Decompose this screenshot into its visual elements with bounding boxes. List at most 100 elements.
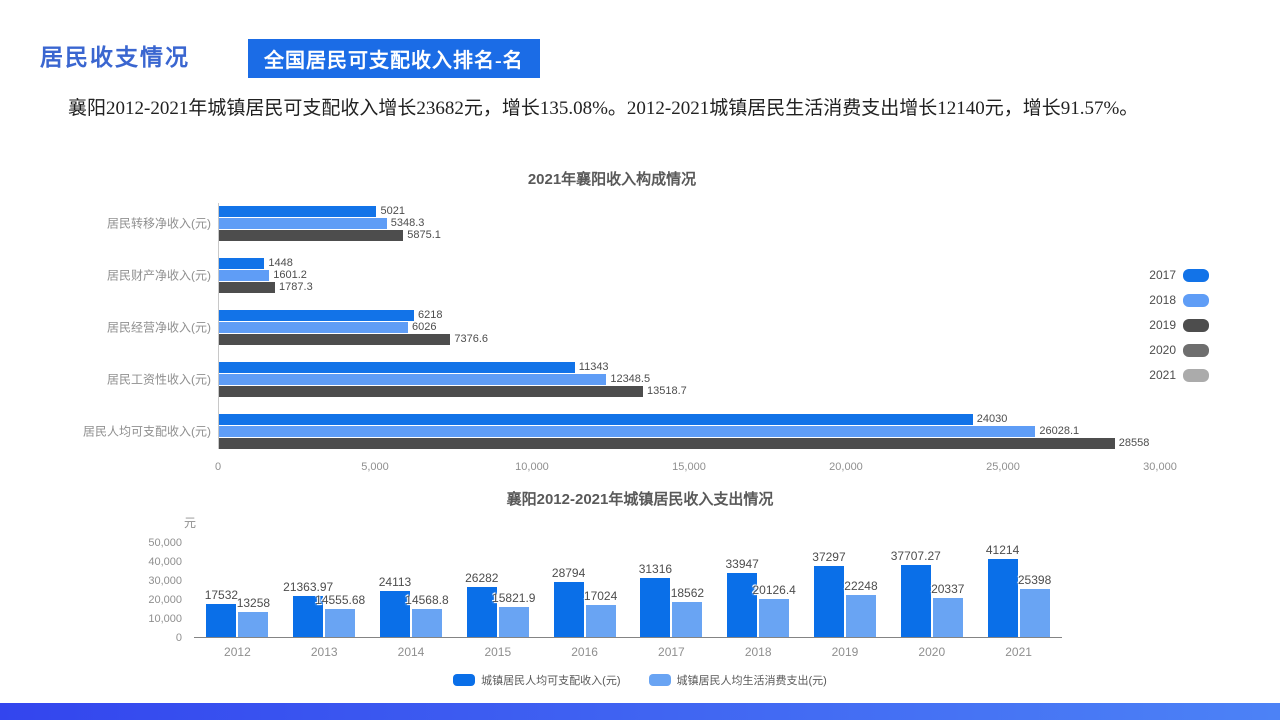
bar-2019 <box>219 385 644 397</box>
bar-2018 <box>219 425 1036 437</box>
y-tick-label: 0 <box>175 632 182 644</box>
bar-series: 22248 <box>844 579 878 637</box>
x-tick-label: 10,000 <box>515 461 549 473</box>
bar-value-label: 5875.1 <box>407 228 441 241</box>
page-title: 居民收支情况 <box>40 45 190 70</box>
category-label: 居民转移净收入(元) <box>107 216 211 231</box>
legend-swatch <box>1183 293 1209 307</box>
legend-label: 2017 <box>1149 268 1176 282</box>
x-tick-label: 15,000 <box>672 461 706 473</box>
bar-series: 13258 <box>237 596 270 637</box>
chart1-plot: 居民转移净收入(元) 5021 5348.3 5875.1 居民财产净收入(元) 1448… <box>83 203 1177 475</box>
bar-series: 18562 <box>671 586 704 637</box>
legend-item: 2021 <box>1144 368 1244 382</box>
bar-group: 31316 18562 <box>628 543 715 637</box>
legend-label: 城镇居民人均可支配收入(元) <box>481 675 621 687</box>
legend-swatch <box>648 674 671 686</box>
bar-series: 21363.97 <box>283 580 333 637</box>
chart1-legend: 2017 2018 2019 2020 2021 <box>1144 268 1244 393</box>
bar-value-label: 37707.27 <box>890 549 941 564</box>
y-tick-label: 40,000 <box>148 556 182 568</box>
bar-group: 居民人均可支配收入(元) 24030 26028.1 28558 <box>83 412 1160 449</box>
x-tick-label: 2014 <box>397 645 425 659</box>
bar-group: 17532 13258 <box>194 543 281 637</box>
chart1-title: 2021年襄阳收入构成情况 <box>527 171 697 188</box>
bar-row: 13518.7 <box>219 385 1160 397</box>
category-label: 居民人均可支配收入(元) <box>83 424 211 439</box>
chart2-title: 襄阳2012-2021年城镇居民收入支出情况 <box>506 491 774 508</box>
legend-item: 2017 <box>1144 268 1244 282</box>
x-tick-label: 2013 <box>310 645 338 659</box>
x-tick-label: 2018 <box>744 645 772 659</box>
bar-value-label: 13518.7 <box>647 384 687 397</box>
bar-value-label: 21363.97 <box>283 580 334 595</box>
bar-value-label: 5021 <box>380 204 405 217</box>
bar-value-label: 24030 <box>976 412 1008 425</box>
bar-row: 6026 <box>219 321 1160 333</box>
bar-value-label: 26028.1 <box>1039 424 1080 437</box>
x-tick-label: 2015 <box>484 645 512 659</box>
bar-value-label: 6026 <box>412 320 437 333</box>
bar-series: 24113 <box>379 575 411 637</box>
bar-value-label: 22248 <box>844 578 878 593</box>
bar-value-label: 31316 <box>638 561 673 576</box>
legend-label: 2019 <box>1149 318 1176 332</box>
bar-row: 28558 <box>219 437 1160 449</box>
bar-series: 20126.4 <box>752 583 796 637</box>
bar-group: 居民转移净收入(元) 5021 5348.3 5875.1 <box>107 204 1160 241</box>
bar-series: 33947 <box>725 557 759 637</box>
x-tick-label: 2012 <box>224 645 251 659</box>
bar-row: 26028.1 <box>219 425 1160 437</box>
bar-value-label: 18562 <box>670 585 705 600</box>
bar-value-label: 6218 <box>418 308 443 321</box>
chart1-x-axis: 0 5,000 10,000 15,000 20,000 25,000 30,000 <box>215 461 1177 475</box>
y-tick-label: 10,000 <box>148 613 182 625</box>
bar-series: 14555.68 <box>315 593 365 637</box>
x-tick-label: 2017 <box>658 645 685 659</box>
bar-group: 居民财产净收入(元) 1448 1601.2 1787.3 <box>107 257 1160 293</box>
chart2-unit-label: 元 <box>184 516 197 530</box>
bar-value-label: 33947 <box>725 556 759 571</box>
summary-paragraph: 襄阳2012-2021年城镇居民可支配收入增长23682元，增长135.08%。… <box>68 98 1139 119</box>
bar-value-label: 25398 <box>1017 572 1052 587</box>
chart1-bar-groups: 居民转移净收入(元) 5021 5348.3 5875.1 居民财产净收入(元) 1448… <box>83 203 1160 449</box>
bar-series: 17532 <box>205 588 238 637</box>
bar-group: 37297 22248 <box>802 543 889 637</box>
bar-row: 11343 <box>219 361 1160 373</box>
bar-2019 <box>219 281 276 293</box>
bar-series: 28794 <box>552 566 585 637</box>
bar-value-label: 14555.68 <box>315 593 366 608</box>
x-tick-label: 2016 <box>571 645 598 659</box>
bar-value-label: 1787.3 <box>279 280 313 293</box>
bar-value-label: 17024 <box>583 588 618 603</box>
bar-value-label: 1601.2 <box>273 268 307 281</box>
bar-2017 <box>219 309 415 321</box>
bar-row: 6218 <box>219 309 1160 321</box>
bar-2018 <box>219 217 387 229</box>
bar-group: 33947 20126.4 <box>715 543 802 637</box>
category-label: 居民经营净收入(元) <box>107 320 211 335</box>
bar-group: 41214 25398 <box>975 543 1062 637</box>
bar-value-label: 11343 <box>578 360 609 373</box>
bar-value-label: 20337 <box>931 582 965 597</box>
bar-series: 41214 <box>986 543 1019 637</box>
bar-series: 26282 <box>465 571 498 637</box>
bar-series: 31316 <box>639 562 672 637</box>
bar-group: 居民经营净收入(元) 6218 6026 7376.6 <box>107 309 1160 345</box>
x-tick-label: 30,000 <box>1143 461 1177 473</box>
bar-value-label: 17532 <box>204 587 239 602</box>
category-label: 居民财产净收入(元) <box>107 268 211 283</box>
legend-item: 2019 <box>1144 318 1244 332</box>
legend-swatch <box>1183 343 1209 357</box>
bar-2019 <box>219 437 1115 449</box>
legend-item: 2020 <box>1144 343 1244 357</box>
bar-2018 <box>219 321 408 333</box>
category-label: 居民工资性收入(元) <box>107 372 211 387</box>
bar-series: 14568.8 <box>405 593 449 637</box>
bar-row: 1448 <box>219 257 1160 269</box>
y-tick-label: 50,000 <box>148 537 182 549</box>
bar-2017 <box>219 361 575 373</box>
income-expense-chart: 襄阳2012-2021年城镇居民收入支出情况 元 50,000 40,000 30,… <box>0 488 1280 703</box>
bar-row: 5348.3 <box>219 217 1160 229</box>
